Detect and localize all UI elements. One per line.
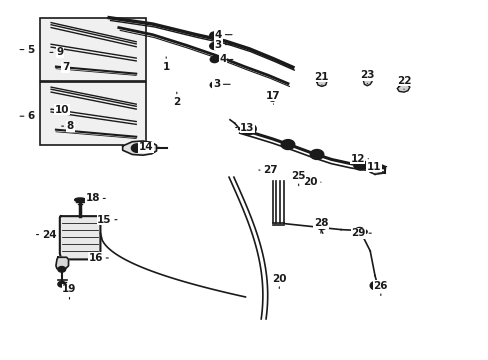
Polygon shape	[56, 257, 68, 269]
Circle shape	[369, 282, 381, 290]
Text: 27: 27	[258, 165, 277, 175]
Text: 9: 9	[50, 48, 63, 57]
Text: 20: 20	[271, 274, 286, 288]
Text: 24: 24	[37, 230, 57, 240]
Text: 10: 10	[51, 105, 69, 115]
Text: 16: 16	[88, 253, 108, 263]
Text: 5: 5	[20, 45, 34, 55]
Text: 25: 25	[291, 171, 305, 186]
Text: 7: 7	[56, 62, 69, 72]
Text: 14: 14	[138, 143, 159, 152]
Text: 1: 1	[162, 57, 169, 72]
Text: 12: 12	[350, 154, 367, 164]
Text: 3: 3	[214, 40, 232, 50]
Circle shape	[266, 167, 274, 173]
Circle shape	[372, 283, 378, 288]
Circle shape	[354, 157, 361, 162]
Text: 3: 3	[212, 79, 230, 89]
Ellipse shape	[75, 198, 85, 202]
Circle shape	[209, 42, 219, 50]
Text: 22: 22	[396, 76, 410, 89]
Circle shape	[316, 222, 326, 230]
Circle shape	[354, 228, 364, 235]
Circle shape	[352, 155, 364, 164]
Circle shape	[240, 123, 256, 135]
Circle shape	[309, 149, 323, 159]
Circle shape	[361, 230, 366, 234]
Text: 11: 11	[366, 162, 386, 171]
Circle shape	[281, 140, 294, 149]
Text: 19: 19	[62, 284, 77, 299]
Text: 18: 18	[85, 193, 105, 203]
Circle shape	[312, 152, 320, 157]
Text: 28: 28	[313, 218, 327, 233]
Bar	[41, 82, 145, 145]
Circle shape	[240, 124, 254, 134]
Circle shape	[293, 172, 303, 179]
Polygon shape	[122, 141, 156, 155]
Text: 6: 6	[20, 111, 34, 121]
Circle shape	[134, 146, 140, 150]
Polygon shape	[396, 84, 409, 92]
Text: 15: 15	[97, 215, 117, 225]
Text: 26: 26	[373, 281, 387, 296]
Text: 29: 29	[351, 228, 370, 238]
Circle shape	[131, 144, 142, 152]
Bar	[41, 18, 145, 81]
Polygon shape	[60, 216, 100, 260]
Circle shape	[356, 162, 364, 168]
Text: 20: 20	[303, 177, 320, 187]
Text: 4: 4	[214, 30, 232, 40]
Circle shape	[210, 82, 219, 88]
Text: 23: 23	[359, 70, 374, 84]
Text: 2: 2	[173, 92, 180, 107]
Circle shape	[210, 56, 219, 63]
Polygon shape	[363, 77, 371, 86]
Text: 21: 21	[314, 72, 328, 85]
Circle shape	[58, 266, 65, 272]
Text: 4: 4	[219, 54, 232, 64]
Text: 8: 8	[61, 121, 74, 131]
Text: 17: 17	[265, 91, 280, 104]
Polygon shape	[316, 79, 326, 86]
Circle shape	[284, 142, 291, 147]
Circle shape	[243, 126, 251, 132]
Circle shape	[353, 160, 366, 170]
Circle shape	[52, 232, 56, 236]
Text: 13: 13	[235, 122, 254, 132]
Circle shape	[209, 32, 219, 39]
Circle shape	[58, 282, 65, 287]
Circle shape	[305, 178, 314, 185]
